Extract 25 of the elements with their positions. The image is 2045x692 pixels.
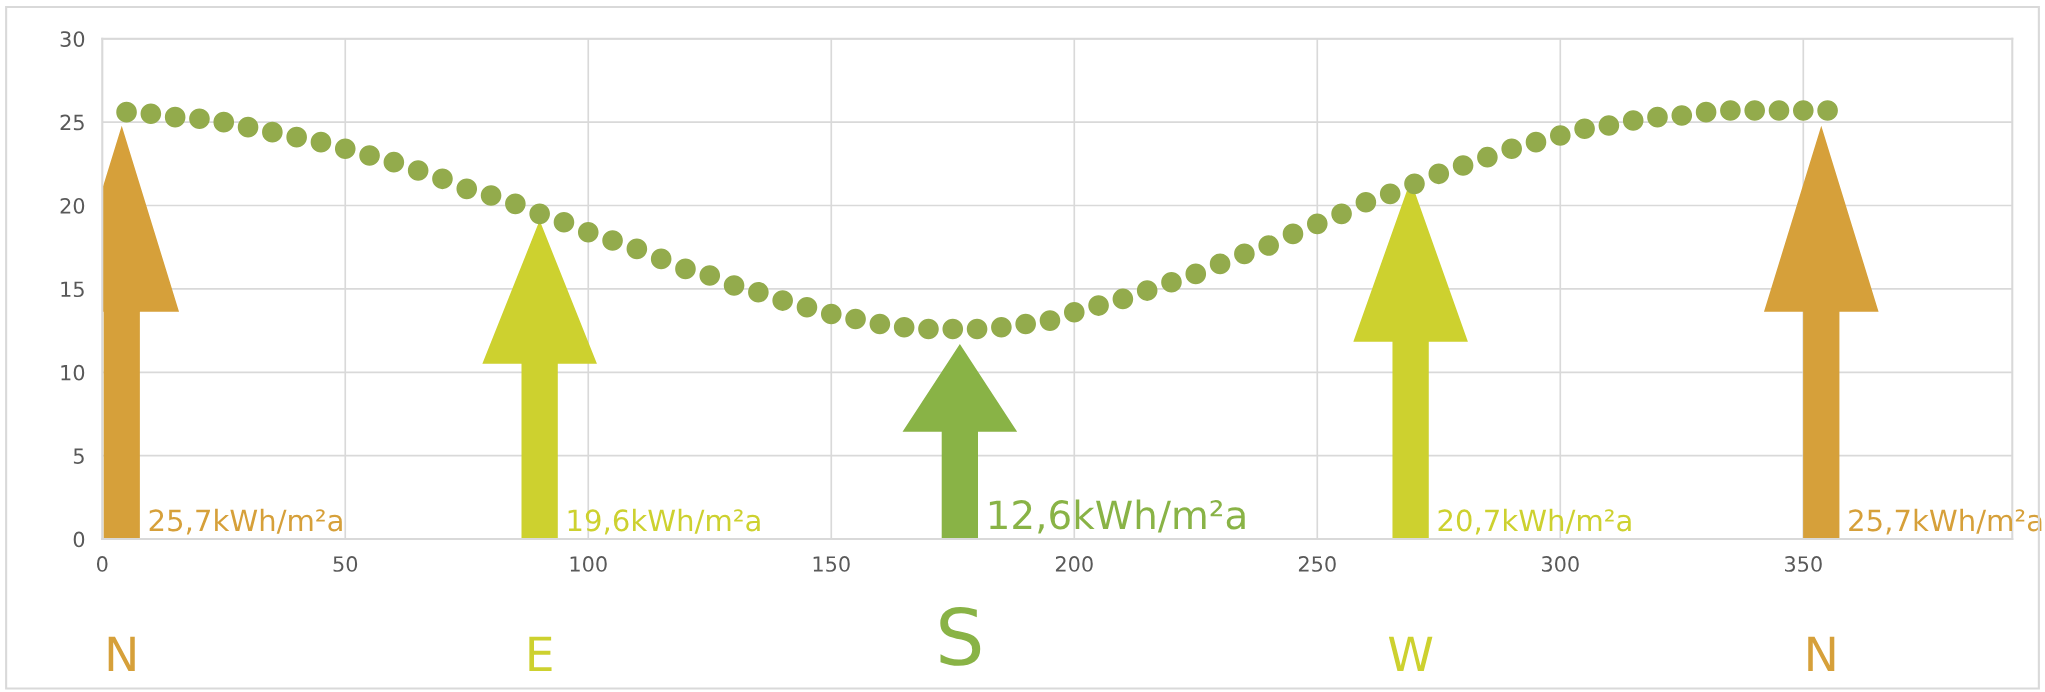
x-tick-label: 200 bbox=[1055, 556, 1093, 572]
x-tick-label: 100 bbox=[570, 556, 607, 572]
y-tick-label: 20 bbox=[60, 197, 85, 214]
annotation: 20,7kWh/m²a bbox=[1438, 508, 1631, 535]
x-tick-label: 250 bbox=[1298, 556, 1336, 572]
x-tick-label: 150 bbox=[813, 556, 850, 572]
text: W bbox=[1388, 636, 1433, 672]
text: N bbox=[108, 636, 135, 672]
y-tick-label: 0 bbox=[73, 531, 85, 548]
annotation: 25,7kWh/m²a bbox=[1849, 508, 2042, 535]
y-tick-label: 5 bbox=[73, 448, 84, 464]
text: N bbox=[1808, 636, 1835, 672]
y-tick-label: 15 bbox=[61, 281, 84, 298]
annotation: 25,7kWh/m²a bbox=[149, 508, 342, 535]
x-tick-label: 300 bbox=[1541, 556, 1579, 572]
y-tick-label: 10 bbox=[61, 364, 85, 381]
x-tick-label: 0 bbox=[97, 556, 108, 572]
y-tick-label: 30 bbox=[60, 31, 85, 47]
x-tick-label: 350 bbox=[1785, 556, 1822, 572]
text: E bbox=[529, 636, 552, 672]
text: S bbox=[940, 606, 981, 666]
annotation: 19,6kWh/m²a bbox=[568, 508, 760, 535]
annotation: 12,6kWh/m²a bbox=[989, 499, 1245, 534]
y-tick-label: 25 bbox=[60, 114, 84, 131]
x-tick-label: 50 bbox=[333, 556, 358, 572]
